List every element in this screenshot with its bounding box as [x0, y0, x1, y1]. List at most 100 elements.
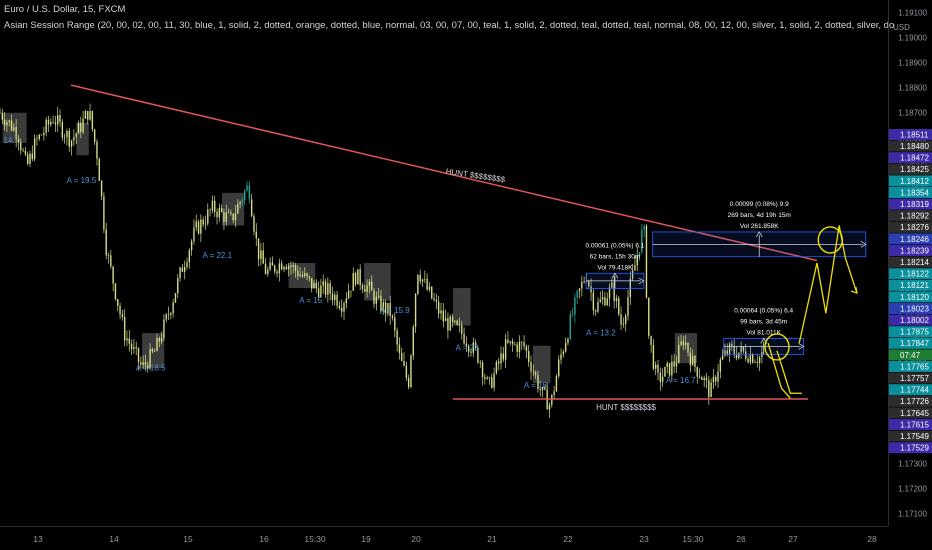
candle-body [253, 216, 255, 232]
candle-body [230, 212, 232, 214]
price-label: 1.17529 [900, 444, 929, 453]
price-label: 1.18121 [900, 281, 929, 290]
measure-text: 62 bars, 15h 30m [590, 253, 641, 260]
candle-body [756, 362, 758, 363]
candle-body [498, 361, 500, 364]
candle-body [234, 213, 237, 221]
price-axis-separator [888, 0, 889, 526]
time-tick: 20 [411, 534, 421, 544]
candle-body [17, 138, 20, 143]
price-label: 1.17615 [900, 420, 929, 429]
candle-body [218, 208, 221, 218]
measure-h-arrowhead [860, 240, 867, 248]
candle-body [525, 346, 528, 352]
candle-body [488, 377, 491, 378]
price-label: 1.18511 [900, 130, 929, 139]
candle-body [638, 252, 641, 256]
candle-body [147, 364, 149, 369]
candle-body [331, 293, 334, 301]
candle-body [98, 158, 100, 181]
candle-body [634, 265, 636, 271]
price-label: 07:47 [900, 351, 921, 360]
measure-text: 99 bars, 3d 45m [740, 318, 787, 325]
candle-body [758, 357, 761, 363]
time-tick: 14 [109, 534, 119, 544]
candle-body [91, 111, 94, 130]
candle-body [255, 231, 257, 239]
candle-body [167, 314, 170, 316]
symbol-title[interactable]: Euro / U.S. Dollar, 15, FXCM [4, 4, 126, 15]
candle-body [719, 359, 722, 372]
candle-body [324, 281, 327, 295]
candle-body [244, 190, 246, 200]
candle-body [437, 301, 440, 314]
candle-body [624, 315, 627, 324]
range-label: A = 19.5 [67, 176, 97, 185]
candle-body [396, 330, 398, 345]
price-label: 1.17875 [900, 328, 929, 337]
candle-body [160, 337, 163, 342]
candle-body [712, 376, 715, 383]
candle-body [717, 371, 719, 382]
candle-body [128, 338, 130, 344]
price-label: 1.18354 [900, 188, 929, 197]
candle-body [428, 286, 431, 290]
indicator-legend[interactable]: Asian Session Range (20, 00, 02, 00, 11,… [4, 20, 894, 31]
candle-body [313, 282, 315, 289]
candle-body [350, 290, 352, 292]
candle-body [516, 344, 518, 352]
candle-body [403, 360, 405, 366]
range-label: A = 15 [299, 296, 322, 305]
candle-body [54, 122, 57, 125]
candle-body [1, 112, 4, 120]
candle-body [107, 255, 110, 256]
candle-body [174, 293, 177, 303]
candle-body [77, 122, 80, 134]
candle-body [257, 238, 260, 260]
candle-body [343, 303, 345, 312]
candle-body [650, 335, 652, 345]
candle-body [491, 377, 493, 388]
price-label-box [889, 349, 932, 361]
range-label: A = 22 [456, 344, 479, 353]
candle-body [290, 265, 292, 267]
candle-body [384, 302, 387, 314]
price-label-box [889, 442, 932, 454]
candle-body [724, 350, 726, 356]
candle-body [364, 289, 366, 292]
candle-body [357, 269, 359, 285]
candle-body [366, 285, 368, 292]
candle-body [708, 380, 710, 398]
price-tick: 1.18500 [898, 159, 927, 168]
candle-body [588, 281, 590, 287]
price-tick: 1.19100 [898, 9, 927, 18]
price-tick: 1.18900 [898, 59, 927, 68]
price-label-box [889, 430, 932, 442]
candle-body [47, 119, 50, 125]
price-label-box [889, 140, 932, 152]
candle-body [93, 129, 96, 142]
price-label: 1.18023 [900, 304, 929, 313]
candle-body [435, 299, 438, 302]
candle-body [45, 119, 47, 133]
measure-text: 0.00064 (0.05%) 6.4 [734, 307, 793, 314]
candle-body [398, 344, 401, 353]
candle-body [678, 344, 680, 363]
candle-body [456, 320, 458, 325]
candle-body [502, 353, 505, 360]
candle-body [426, 278, 428, 290]
candle-body [285, 266, 287, 270]
time-tick: 15 [183, 534, 193, 544]
candle-body [742, 346, 745, 352]
candle-body [659, 372, 662, 382]
measure-h-arrowhead [798, 343, 805, 350]
candle-body [558, 359, 560, 377]
candle-body [140, 362, 142, 365]
candle-body [597, 301, 599, 312]
candle-body [380, 295, 382, 312]
time-tick: 13 [33, 534, 43, 544]
candle-body [461, 325, 463, 334]
candle-body [299, 274, 301, 277]
candle-body [599, 299, 601, 302]
